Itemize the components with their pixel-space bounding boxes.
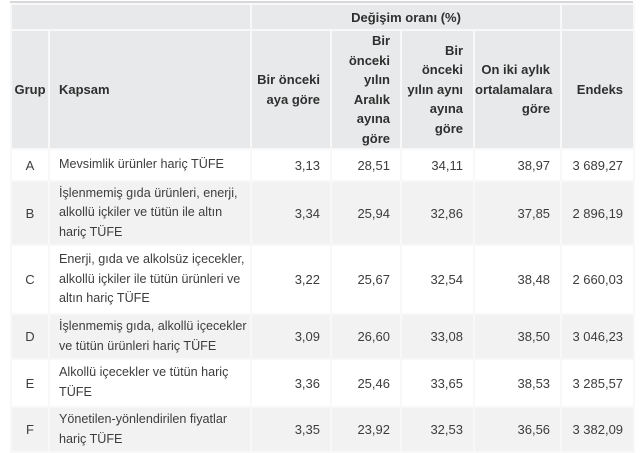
cell-since-december-change: 25,67 [330, 244, 402, 315]
cell-kapsam: Yönetilen-yönlendirilen fiyatlar hariç T… [48, 406, 252, 453]
cell-endeks: 3 689,27 [560, 148, 636, 182]
cell-annual-change: 33,08 [400, 313, 475, 360]
table-row-e: E Alkollü içecekler ve tütün hariç TÜFE … [10, 358, 636, 408]
top-divider-line [10, 1, 633, 3]
column-header-endeks: Endeks [560, 29, 636, 150]
cell-monthly-change: 3,13 [250, 148, 332, 182]
table-row-f: F Yönetilen-yönlendirilen fiyatlar hariç… [10, 406, 636, 453]
column-header-grup: Grup [10, 29, 50, 150]
cell-twelve-month-avg-change: 38,50 [472, 313, 563, 360]
cell-monthly-change: 3,36 [250, 358, 332, 408]
header-group-row: Değişim oranı (%) [10, 3, 636, 31]
cell-twelve-month-avg-change: 38,97 [472, 148, 563, 182]
cell-endeks: 2 896,19 [560, 180, 636, 246]
table-row-c: C Enerji, gıda ve alkolsüz içecekler, al… [10, 244, 636, 315]
cell-endeks: 2 660,03 [560, 244, 636, 315]
cell-grup: E [10, 358, 50, 408]
cell-since-december-change: 26,60 [330, 313, 402, 360]
tufe-special-aggregates-table: Değişim oranı (%) Grup Kapsam Bir önceki… [10, 3, 636, 453]
cell-since-december-change: 28,51 [330, 148, 402, 182]
table-row-a: A Mevsimlik ürünler hariç TÜFE 3,13 28,5… [10, 148, 636, 182]
cell-grup: D [10, 313, 50, 360]
cell-kapsam: Mevsimlik ürünler hariç TÜFE [48, 148, 252, 182]
cell-kapsam: Enerji, gıda ve alkolsüz içecekler, alko… [48, 244, 252, 315]
column-header-since-december-change: Bir önceki yılın Aralık ayına göre [330, 29, 402, 150]
cell-annual-change: 32,86 [400, 180, 475, 246]
cell-since-december-change: 25,46 [330, 358, 402, 408]
column-header-twelve-month-avg-change: On iki aylık ortalamalara göre [472, 29, 563, 150]
cell-monthly-change: 3,34 [250, 180, 332, 246]
header-spacer-left [10, 3, 252, 31]
cell-grup: C [10, 244, 50, 315]
table-row-b: B İşlenmemiş gıda ürünleri, enerji, alko… [10, 180, 636, 246]
table-body: A Mevsimlik ürünler hariç TÜFE 3,13 28,5… [10, 148, 636, 453]
change-rate-group-header: Değişim oranı (%) [249, 3, 563, 31]
cell-since-december-change: 23,92 [330, 406, 402, 453]
cell-endeks: 3 285,57 [560, 358, 636, 408]
column-header-kapsam: Kapsam [48, 29, 252, 150]
cell-twelve-month-avg-change: 37,85 [472, 180, 563, 246]
header-spacer-right [560, 3, 636, 31]
cell-grup: B [10, 180, 50, 246]
cell-twelve-month-avg-change: 38,53 [472, 358, 563, 408]
column-header-annual-change: Bir önceki yılın aynı ayına göre [400, 29, 475, 150]
cell-monthly-change: 3,22 [250, 244, 332, 315]
table-header: Değişim oranı (%) Grup Kapsam Bir önceki… [10, 3, 636, 150]
cell-twelve-month-avg-change: 38,48 [472, 244, 563, 315]
cell-monthly-change: 3,09 [250, 313, 332, 360]
column-header-monthly-change: Bir önceki aya göre [250, 29, 332, 150]
cell-endeks: 3 046,23 [560, 313, 636, 360]
cell-endeks: 3 382,09 [560, 406, 636, 453]
cell-annual-change: 33,65 [400, 358, 475, 408]
cell-monthly-change: 3,35 [250, 406, 332, 453]
cell-kapsam: İşlenmemiş gıda ürünleri, enerji, alkoll… [48, 180, 252, 246]
cell-since-december-change: 25,94 [330, 180, 402, 246]
table-row-d: D İşlenmemiş gıda, alkollü içecekler ve … [10, 313, 636, 360]
header-columns-row: Grup Kapsam Bir önceki aya göre Bir önce… [10, 29, 636, 150]
cell-annual-change: 32,54 [400, 244, 475, 315]
cell-annual-change: 34,11 [400, 148, 475, 182]
cell-kapsam: İşlenmemiş gıda, alkollü içecekler ve tü… [48, 313, 252, 360]
cell-kapsam: Alkollü içecekler ve tütün hariç TÜFE [48, 358, 252, 408]
cell-annual-change: 32,53 [400, 406, 475, 453]
cell-twelve-month-avg-change: 36,56 [472, 406, 563, 453]
cell-grup: A [10, 148, 50, 182]
cell-grup: F [10, 406, 50, 453]
